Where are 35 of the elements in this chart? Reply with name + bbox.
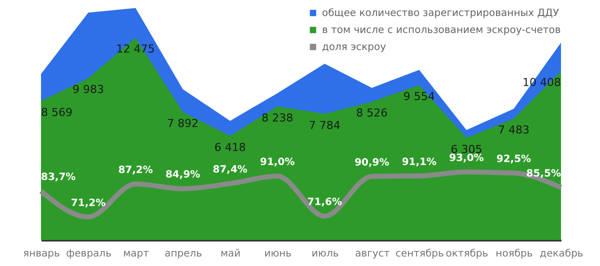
- legend-label: в том числе с использованием эскроу-счетов: [322, 25, 561, 36]
- data-label: 71,2%: [70, 198, 106, 209]
- x-tick-label: май: [220, 248, 241, 260]
- data-label: 83,7%: [41, 172, 76, 184]
- data-label: 7 784: [308, 118, 340, 132]
- x-tick-label: сентябрь: [395, 248, 444, 260]
- x-tick-label: июль: [312, 248, 339, 260]
- data-label: 87,2%: [118, 164, 153, 176]
- x-tick-label: март: [123, 248, 150, 260]
- data-label: 71,6%: [307, 197, 342, 208]
- x-tick-label: ноябрь: [496, 248, 533, 260]
- x-tick-label: февраль: [66, 248, 112, 260]
- data-label: 8 526: [356, 106, 388, 120]
- data-label: 90,9%: [354, 157, 390, 168]
- x-tick-label: июнь: [264, 248, 292, 260]
- data-label: 84,9%: [165, 170, 200, 181]
- data-label: 8 569: [41, 106, 72, 120]
- x-tick-label: апрель: [164, 248, 202, 260]
- data-label: 87,4%: [212, 164, 248, 176]
- data-label: 85,5%: [526, 168, 561, 180]
- data-label: 6 418: [214, 140, 246, 154]
- data-label: 8 238: [262, 111, 294, 124]
- data-label: 91,1%: [402, 156, 437, 168]
- x-tick-label: август: [355, 248, 390, 260]
- data-label: 7 892: [167, 117, 199, 130]
- x-tick-label: январь: [23, 248, 60, 260]
- data-label: 93,0%: [449, 153, 484, 164]
- data-label: 92,5%: [496, 154, 532, 166]
- legend-label: доля эскроу: [322, 42, 386, 53]
- x-tick-label: декабрь: [540, 248, 584, 260]
- data-label: 91,0%: [260, 157, 295, 168]
- data-label: 7 483: [498, 124, 530, 137]
- data-label: 9 983: [72, 83, 104, 96]
- legend-label: общее количество зарегистрированных ДДУ: [322, 8, 559, 19]
- x-tick-label: октябрь: [446, 248, 488, 260]
